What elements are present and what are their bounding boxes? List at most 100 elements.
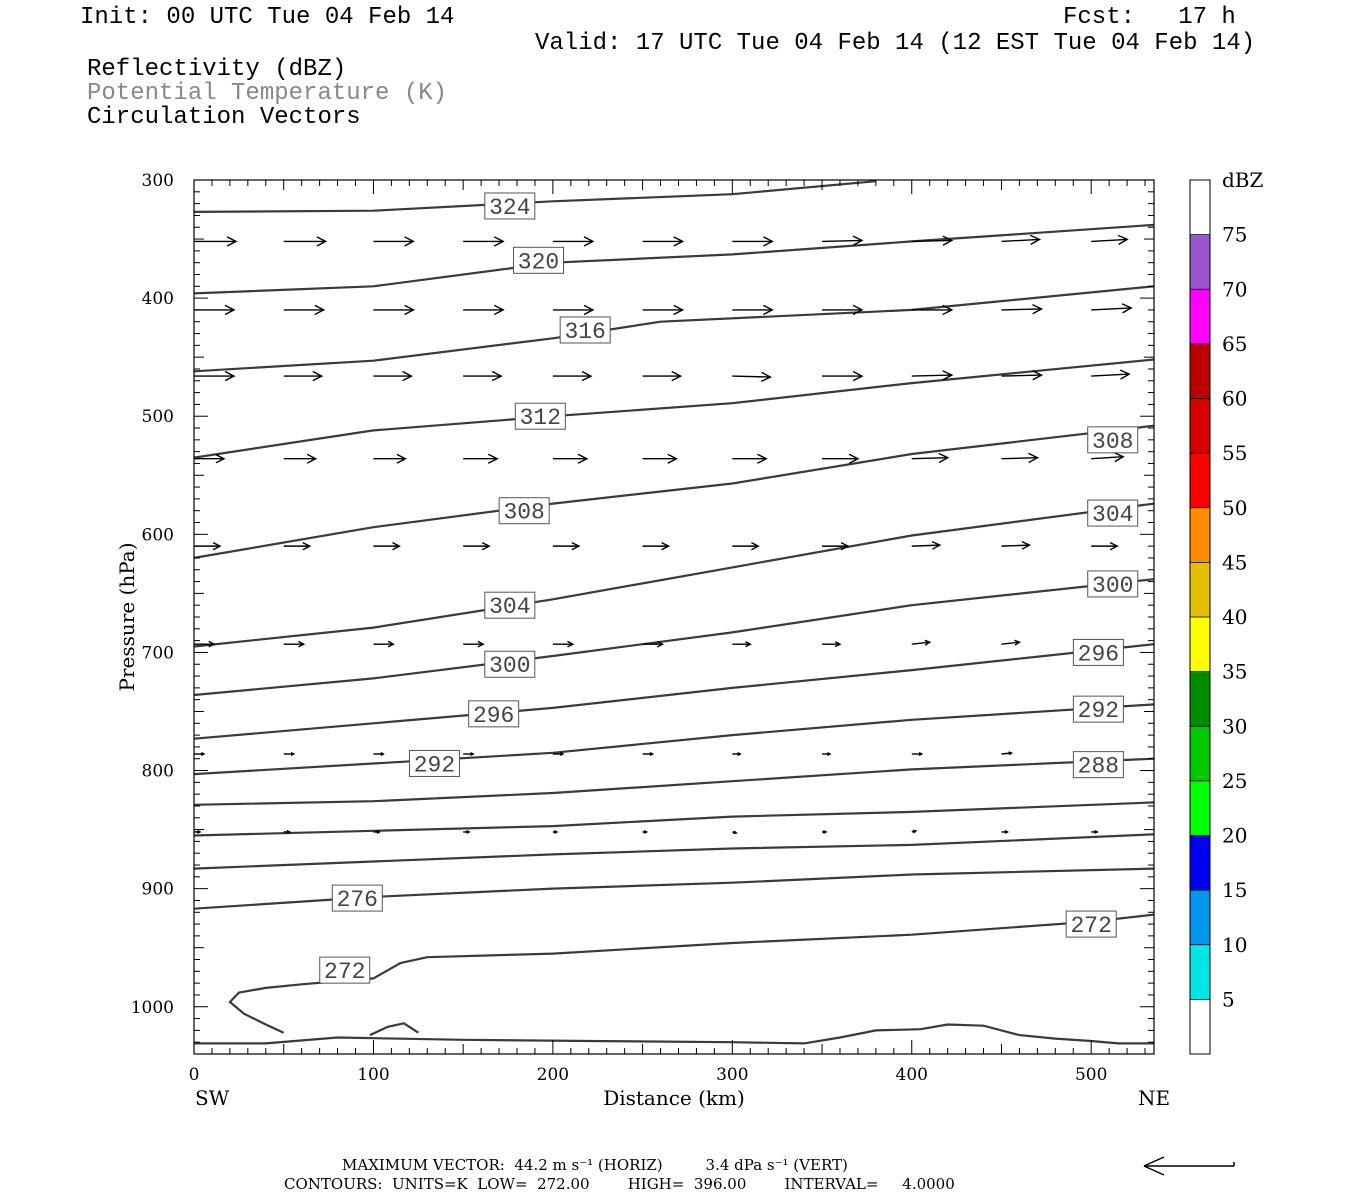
circulation-vector: [373, 640, 395, 648]
contour-label-box: [513, 246, 565, 274]
contour-label-box: [1065, 910, 1117, 938]
plot-frame: [193, 179, 1155, 1055]
circulation-vector: [552, 453, 589, 464]
contour-labels: 324 320 316 312 308 308 304 304 300 300 296 296 292 2…: [319, 192, 1139, 985]
contour-label: 292: [1078, 698, 1119, 724]
colorbar-swatch: [1190, 780, 1210, 836]
field-reflectivity: Reflectivity (dBZ): [87, 56, 347, 83]
y-tick-label: 800: [142, 762, 174, 782]
contour-label: 300: [489, 653, 530, 679]
colorbar-label: 25: [1222, 769, 1247, 793]
circulation-vector: [373, 370, 413, 382]
circulation-vector: [642, 640, 665, 648]
circulation-vector: [642, 370, 683, 382]
circulation-vector: [373, 236, 415, 247]
colorbar-swatch: [1190, 617, 1210, 672]
circulation-vector: [373, 541, 401, 551]
init-time: Init: 00 UTC Tue 04 Feb 14: [80, 4, 455, 31]
circulation-vector: [283, 304, 326, 316]
circulation-vector: [911, 304, 954, 316]
circulation-vector: [1001, 452, 1040, 464]
contour-label: 288: [1078, 754, 1119, 780]
colorbar-swatch: [1190, 180, 1210, 235]
colorbar-unit: dBZ: [1222, 168, 1264, 192]
footer-max-vector: MAXIMUM VECTOR: 44.2 m s⁻¹ (HORIZ) 3.4 d…: [342, 1156, 848, 1174]
contour-324: [194, 180, 876, 213]
circulation-vector: [463, 541, 491, 551]
colorbar-label: 5: [1222, 987, 1235, 1011]
colorbar-label: 45: [1222, 550, 1247, 574]
circulation-vector: [283, 236, 328, 247]
circulation-vector: [911, 751, 924, 757]
circulation-vector: [463, 640, 485, 648]
colorbar-swatch: [1190, 507, 1210, 563]
circulation-vector: [642, 304, 685, 316]
contour-label-box: [1087, 426, 1139, 454]
circulation-vectors: [194, 234, 1133, 835]
circulation-vector: [642, 751, 655, 757]
circulation-vector: [463, 236, 505, 247]
x-tick-label: 400: [896, 1065, 928, 1085]
circulation-vector: [373, 751, 385, 757]
colorbar-label: 40: [1222, 605, 1247, 629]
contour-label-box: [1087, 499, 1139, 527]
contour-316: [194, 285, 1154, 373]
contour-label-box: [484, 591, 536, 619]
circulation-vector: [194, 751, 206, 757]
x-tick-label: 300: [716, 1065, 748, 1085]
contour-label: 304: [1092, 502, 1133, 528]
contour-label-box: [559, 316, 611, 344]
field-potential-temperature: Potential Temperature (K): [87, 80, 448, 107]
colorbar-swatch: [1190, 671, 1210, 727]
circulation-vector: [1001, 303, 1044, 315]
circulation-vector: [283, 829, 292, 834]
contour-label-box: [319, 956, 371, 984]
contour-312: [194, 358, 1154, 459]
colorbar-swatch: [1190, 234, 1210, 290]
circulation-vector: [911, 452, 950, 464]
y-axis-label: Pressure (hPa): [115, 543, 139, 692]
x-axis-label: Distance (km): [603, 1086, 745, 1110]
colorbar-label: 50: [1222, 496, 1247, 520]
circulation-vector: [732, 830, 738, 835]
circulation-vector: [552, 370, 593, 382]
x-tick-label: 0: [189, 1065, 200, 1085]
colorbar-swatch: [1190, 562, 1210, 617]
y-tick-label: 700: [142, 643, 174, 663]
circulation-vector: [194, 829, 202, 834]
y-tick-label: 500: [142, 407, 174, 427]
contour-label: 308: [1092, 429, 1133, 455]
circulation-vector: [194, 370, 236, 382]
colorbar-label: 60: [1222, 387, 1247, 411]
contour-lines: [194, 180, 1154, 1045]
circulation-vector: [911, 540, 942, 550]
circulation-vector: [732, 453, 768, 464]
circulation-vector: [463, 829, 471, 834]
circulation-vector: [283, 640, 306, 648]
circulation-vector: [732, 304, 774, 316]
circulation-vector: [911, 235, 954, 246]
x-axis-right-end: NE: [1138, 1086, 1170, 1110]
circulation-vector: [642, 236, 685, 247]
circulation-vector: [822, 829, 828, 834]
colorbar-swatch: [1190, 289, 1210, 344]
contour-label: 312: [520, 405, 561, 431]
valid-time: Valid: 17 UTC Tue 04 Feb 14 (12 EST Tue …: [535, 30, 1256, 57]
circulation-vector: [373, 453, 407, 464]
colorbar-label: 70: [1222, 277, 1247, 301]
circulation-vector: [1001, 751, 1014, 756]
contour-label: 324: [489, 195, 530, 221]
circulation-vector: [194, 236, 238, 247]
y-tick-label: 300: [142, 171, 174, 191]
contour-label-box: [1087, 570, 1139, 598]
contour-272: [228, 913, 1154, 1034]
colorbar-swatch: [1190, 835, 1210, 891]
circulation-vector: [463, 453, 499, 464]
circulation-vector: [194, 640, 216, 648]
circulation-vector: [194, 453, 226, 464]
circulation-vector: [552, 236, 595, 247]
colorbar-label: 30: [1222, 714, 1247, 738]
contour-284: [194, 801, 1154, 837]
colorbar-label: 35: [1222, 660, 1247, 684]
contour-label: 276: [337, 887, 378, 913]
